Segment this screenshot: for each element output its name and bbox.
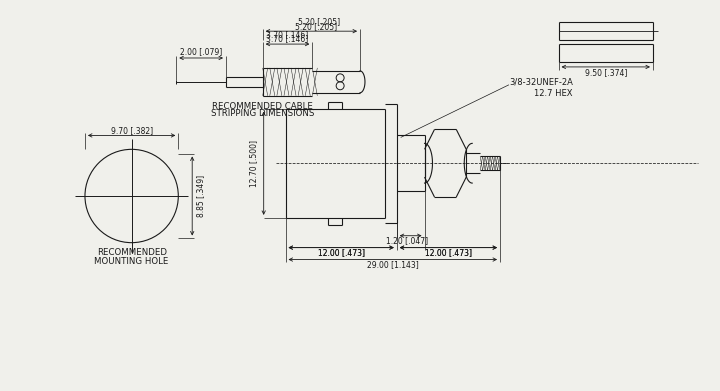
Text: 12.00 [.473]: 12.00 [.473] xyxy=(318,248,364,257)
Text: 9.70 [.382]: 9.70 [.382] xyxy=(111,126,153,135)
Text: 3.70 [.146]: 3.70 [.146] xyxy=(266,30,309,39)
Text: 12.7 HEX: 12.7 HEX xyxy=(534,89,572,98)
Text: 1.20 [.047]: 1.20 [.047] xyxy=(386,236,428,245)
Text: 8.85 [.349]: 8.85 [.349] xyxy=(196,175,204,217)
Text: 9.50 [.374]: 9.50 [.374] xyxy=(585,68,627,77)
Text: STRIPPING DIMENSIONS: STRIPPING DIMENSIONS xyxy=(211,109,315,118)
Text: 3.70 [.146]: 3.70 [.146] xyxy=(266,35,309,44)
Text: 29.00 [1.143]: 29.00 [1.143] xyxy=(367,260,418,269)
Text: 3/8-32UNEF-2A: 3/8-32UNEF-2A xyxy=(509,77,573,86)
Text: RECOMMENDED: RECOMMENDED xyxy=(96,248,166,257)
Text: 5.20 [.205]: 5.20 [.205] xyxy=(298,17,341,26)
Text: 5.20 [.205]: 5.20 [.205] xyxy=(295,22,338,31)
Text: RECOMMENDED CABLE: RECOMMENDED CABLE xyxy=(212,102,313,111)
Text: MOUNTING HOLE: MOUNTING HOLE xyxy=(94,257,168,266)
Text: 12.00 [.473]: 12.00 [.473] xyxy=(425,248,472,257)
Text: 12.70 [.500]: 12.70 [.500] xyxy=(249,140,258,187)
Text: 12.00 [.473]: 12.00 [.473] xyxy=(425,248,472,257)
Text: 2.00 [.079]: 2.00 [.079] xyxy=(180,48,222,57)
Text: 12.00 [.473]: 12.00 [.473] xyxy=(318,248,364,257)
